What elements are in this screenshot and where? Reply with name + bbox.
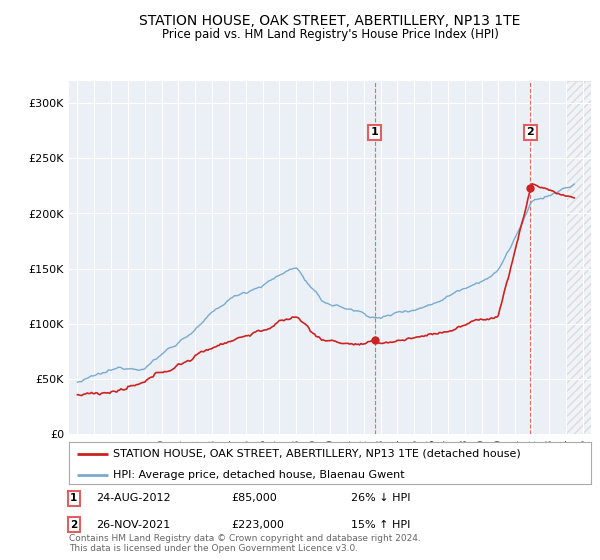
Text: 26-NOV-2021: 26-NOV-2021 (96, 520, 170, 530)
Text: £223,000: £223,000 (231, 520, 284, 530)
Text: 15% ↑ HPI: 15% ↑ HPI (351, 520, 410, 530)
Text: STATION HOUSE, OAK STREET, ABERTILLERY, NP13 1TE (detached house): STATION HOUSE, OAK STREET, ABERTILLERY, … (113, 449, 521, 459)
Text: 1: 1 (371, 127, 379, 137)
Text: 1: 1 (70, 493, 77, 503)
Text: 24-AUG-2012: 24-AUG-2012 (96, 493, 170, 503)
Text: 2: 2 (527, 127, 534, 137)
Text: 2: 2 (70, 520, 77, 530)
Text: Price paid vs. HM Land Registry's House Price Index (HPI): Price paid vs. HM Land Registry's House … (161, 28, 499, 41)
Text: 26% ↓ HPI: 26% ↓ HPI (351, 493, 410, 503)
Text: HPI: Average price, detached house, Blaenau Gwent: HPI: Average price, detached house, Blae… (113, 470, 405, 480)
Text: £85,000: £85,000 (231, 493, 277, 503)
Text: STATION HOUSE, OAK STREET, ABERTILLERY, NP13 1TE: STATION HOUSE, OAK STREET, ABERTILLERY, … (139, 14, 521, 28)
Text: Contains HM Land Registry data © Crown copyright and database right 2024.
This d: Contains HM Land Registry data © Crown c… (69, 534, 421, 553)
